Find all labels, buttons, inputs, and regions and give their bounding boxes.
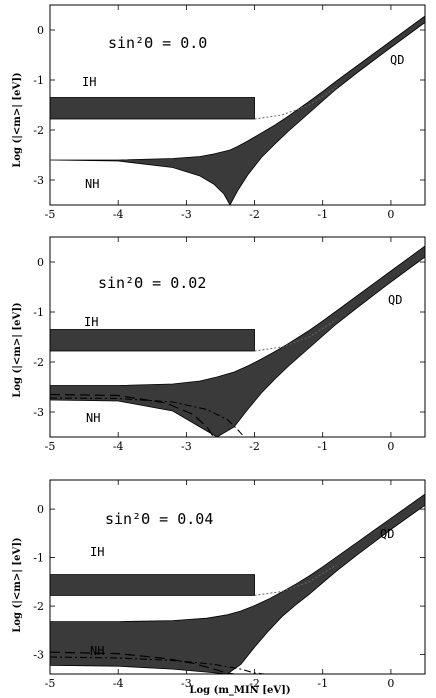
panel-bottom-nh-band	[50, 493, 425, 674]
panel-top-y-tick-label: -2	[33, 124, 44, 137]
panel-top-frame	[49, 4, 426, 206]
panel-top-ih-label: IH	[82, 75, 96, 89]
panel-middle-x-tick-label: -1	[317, 440, 328, 453]
panel-bottom-ih-label: IH	[90, 545, 104, 559]
panel-middle-y-axis-label: Log (|<m>| [eV])	[12, 302, 23, 397]
panel-top-x-tick-label: -4	[113, 208, 124, 221]
panel-middle-y-tick-label: -2	[33, 356, 44, 369]
panel-bottom-x-tick-label: 0	[387, 677, 394, 690]
panel-middle-x-tick-label: -5	[45, 440, 56, 453]
panel-middle-y-tick-label: -3	[33, 406, 44, 419]
panel-middle-x-tick-label: -2	[249, 440, 260, 453]
panel-middle-x-tick-label: -3	[181, 440, 192, 453]
panel-top-x-tick-label: 0	[387, 208, 394, 221]
panel-top-ih-band	[50, 97, 255, 120]
panel-bottom-x-tick-label: -5	[45, 677, 56, 690]
panel-middle-ih-band	[50, 329, 255, 352]
panel-bottom-y-tick-label: -1	[33, 552, 44, 565]
panel-top: Log (|<m>| [eV]) -5 -4 -3 -2 -1 0 0 -1 -2 -3 sin²…	[12, 4, 426, 221]
panel-bottom-ih-band	[50, 574, 255, 596]
panel-middle-dotted-curve	[254, 319, 337, 352]
panel-bottom-dotted-curve	[254, 564, 337, 596]
panel-top-x-tick-label: -1	[317, 208, 328, 221]
panel-top-dotted-curve	[254, 87, 337, 120]
panel-top-y-tick-label: 0	[37, 24, 44, 37]
panel-top-qd-label: QD	[390, 53, 404, 67]
panel-middle-nh-label: NH	[86, 411, 100, 425]
panel-top-x-tick-label: -3	[181, 208, 192, 221]
panel-bottom-x-tick-label: -3	[181, 677, 192, 690]
panel-bottom-dashdot-curve	[50, 656, 265, 674]
panel-bottom: Log (|<m>| [eV]) -5 -4 -3 -2 -1 0 0 -1 -2 -3 sin²…	[12, 479, 426, 696]
panel-middle: Log (|<m>| [eV]) -5 -4 -3 -2 -1 0 0 -1 -2 -3 sin²…	[12, 236, 426, 453]
panel-bottom-y-axis-label: Log (|<m>| [eV])	[12, 537, 23, 632]
x-axis-label: Log (m_MIN [eV])	[189, 685, 290, 696]
panel-bottom-x-tick-label: -4	[113, 677, 124, 690]
panel-middle-qd-label: QD	[388, 293, 402, 307]
panel-middle-x-tick-label: -4	[113, 440, 124, 453]
panel-top-nh-label: NH	[85, 177, 99, 191]
panel-top-x-tick-label: -5	[45, 208, 56, 221]
panel-middle-y-tick-label: 0	[37, 256, 44, 269]
panel-middle-x-tick-label: 0	[387, 440, 394, 453]
panel-bottom-frame	[49, 479, 426, 675]
panel-middle-y-tick-label: -1	[33, 306, 44, 319]
panel-top-y-tick-label: -3	[33, 174, 44, 187]
panel-top-x-tick-label: -2	[249, 208, 260, 221]
panel-top-sin-annotation: sin²Θ = 0.0	[108, 34, 207, 52]
panel-top-y-axis-label: Log (|<m>| [eV])	[12, 72, 23, 167]
panel-bottom-nh-label: NH	[90, 644, 104, 658]
panel-bottom-sin-annotation: sin²Θ = 0.04	[105, 510, 213, 528]
panel-bottom-qd-label: QD	[380, 527, 394, 541]
panel-bottom-dashed-curve	[50, 651, 235, 674]
panel-middle-dashed-curve	[50, 393, 215, 437]
panel-bottom-x-tick-label: -1	[317, 677, 328, 690]
panel-middle-nh-band	[50, 245, 425, 437]
panel-bottom-y-tick-label: 0	[37, 503, 44, 516]
panel-middle-frame	[49, 236, 426, 438]
panel-middle-ih-label: IH	[84, 315, 98, 329]
panel-bottom-y-tick-label: -2	[33, 600, 44, 613]
panel-bottom-y-tick-label: -3	[33, 649, 44, 662]
panel-middle-sin-annotation: sin²Θ = 0.02	[98, 274, 206, 292]
panel-top-y-tick-label: -1	[33, 74, 44, 87]
panel-bottom-x-tick-label: -2	[249, 677, 260, 690]
panel-top-nh-band	[50, 15, 425, 205]
